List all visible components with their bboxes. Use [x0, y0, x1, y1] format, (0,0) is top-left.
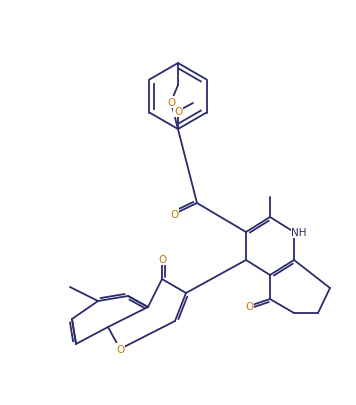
- Text: O: O: [116, 344, 124, 354]
- Text: O: O: [174, 107, 182, 117]
- Text: O: O: [245, 301, 253, 311]
- Text: O: O: [170, 209, 178, 220]
- Text: NH: NH: [291, 228, 307, 237]
- Text: O: O: [158, 254, 166, 264]
- Text: O: O: [167, 98, 175, 108]
